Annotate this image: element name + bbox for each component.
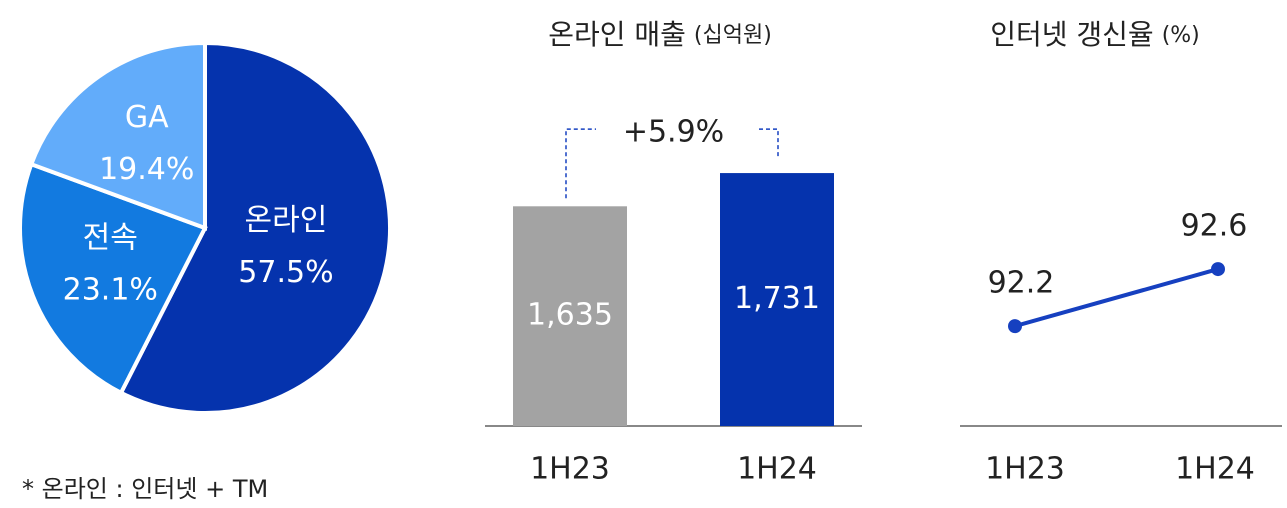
title-text: 온라인 매출 xyxy=(548,18,686,51)
footnote: * 온라인 : 인터넷 + TM xyxy=(22,475,268,503)
annotation-bracket xyxy=(759,128,779,160)
bar xyxy=(720,173,834,426)
slice-label: 온라인 xyxy=(245,203,328,238)
x-tick-label: 1H23 xyxy=(530,452,610,487)
slice-value: 23.1% xyxy=(63,273,158,308)
pie-slice xyxy=(18,161,208,396)
slice-label: 전속 xyxy=(83,221,138,256)
line xyxy=(1014,267,1219,329)
point xyxy=(1211,262,1225,277)
annotation-bracket xyxy=(565,128,596,199)
pie-slice xyxy=(28,40,207,231)
slice-value: 19.4% xyxy=(99,152,194,187)
chart-title: 인터넷 갱신율 (%) xyxy=(990,18,1200,51)
bar-value-label: 1,731 xyxy=(734,281,820,316)
slice-value: 57.5% xyxy=(238,255,333,290)
subtitle-text: (십억원) xyxy=(694,23,772,48)
point xyxy=(1008,319,1022,334)
title-text: 인터넷 갱신율 xyxy=(990,18,1153,51)
pie-slice xyxy=(118,40,392,415)
bar-value-label: 1,635 xyxy=(527,298,613,333)
point-label: 92.6 xyxy=(1181,209,1248,244)
bar xyxy=(513,206,627,426)
point-label: 92.2 xyxy=(988,266,1055,301)
chart-title: 온라인 매출 (십억원) xyxy=(548,18,772,51)
slice-label: GA xyxy=(125,100,169,135)
annotation: +5.9% xyxy=(623,115,724,150)
x-tick-label: 1H24 xyxy=(737,452,817,487)
subtitle-text: (%) xyxy=(1162,23,1200,48)
x-tick-label: 1H23 xyxy=(985,452,1065,487)
x-tick-label: 1H24 xyxy=(1175,452,1255,487)
